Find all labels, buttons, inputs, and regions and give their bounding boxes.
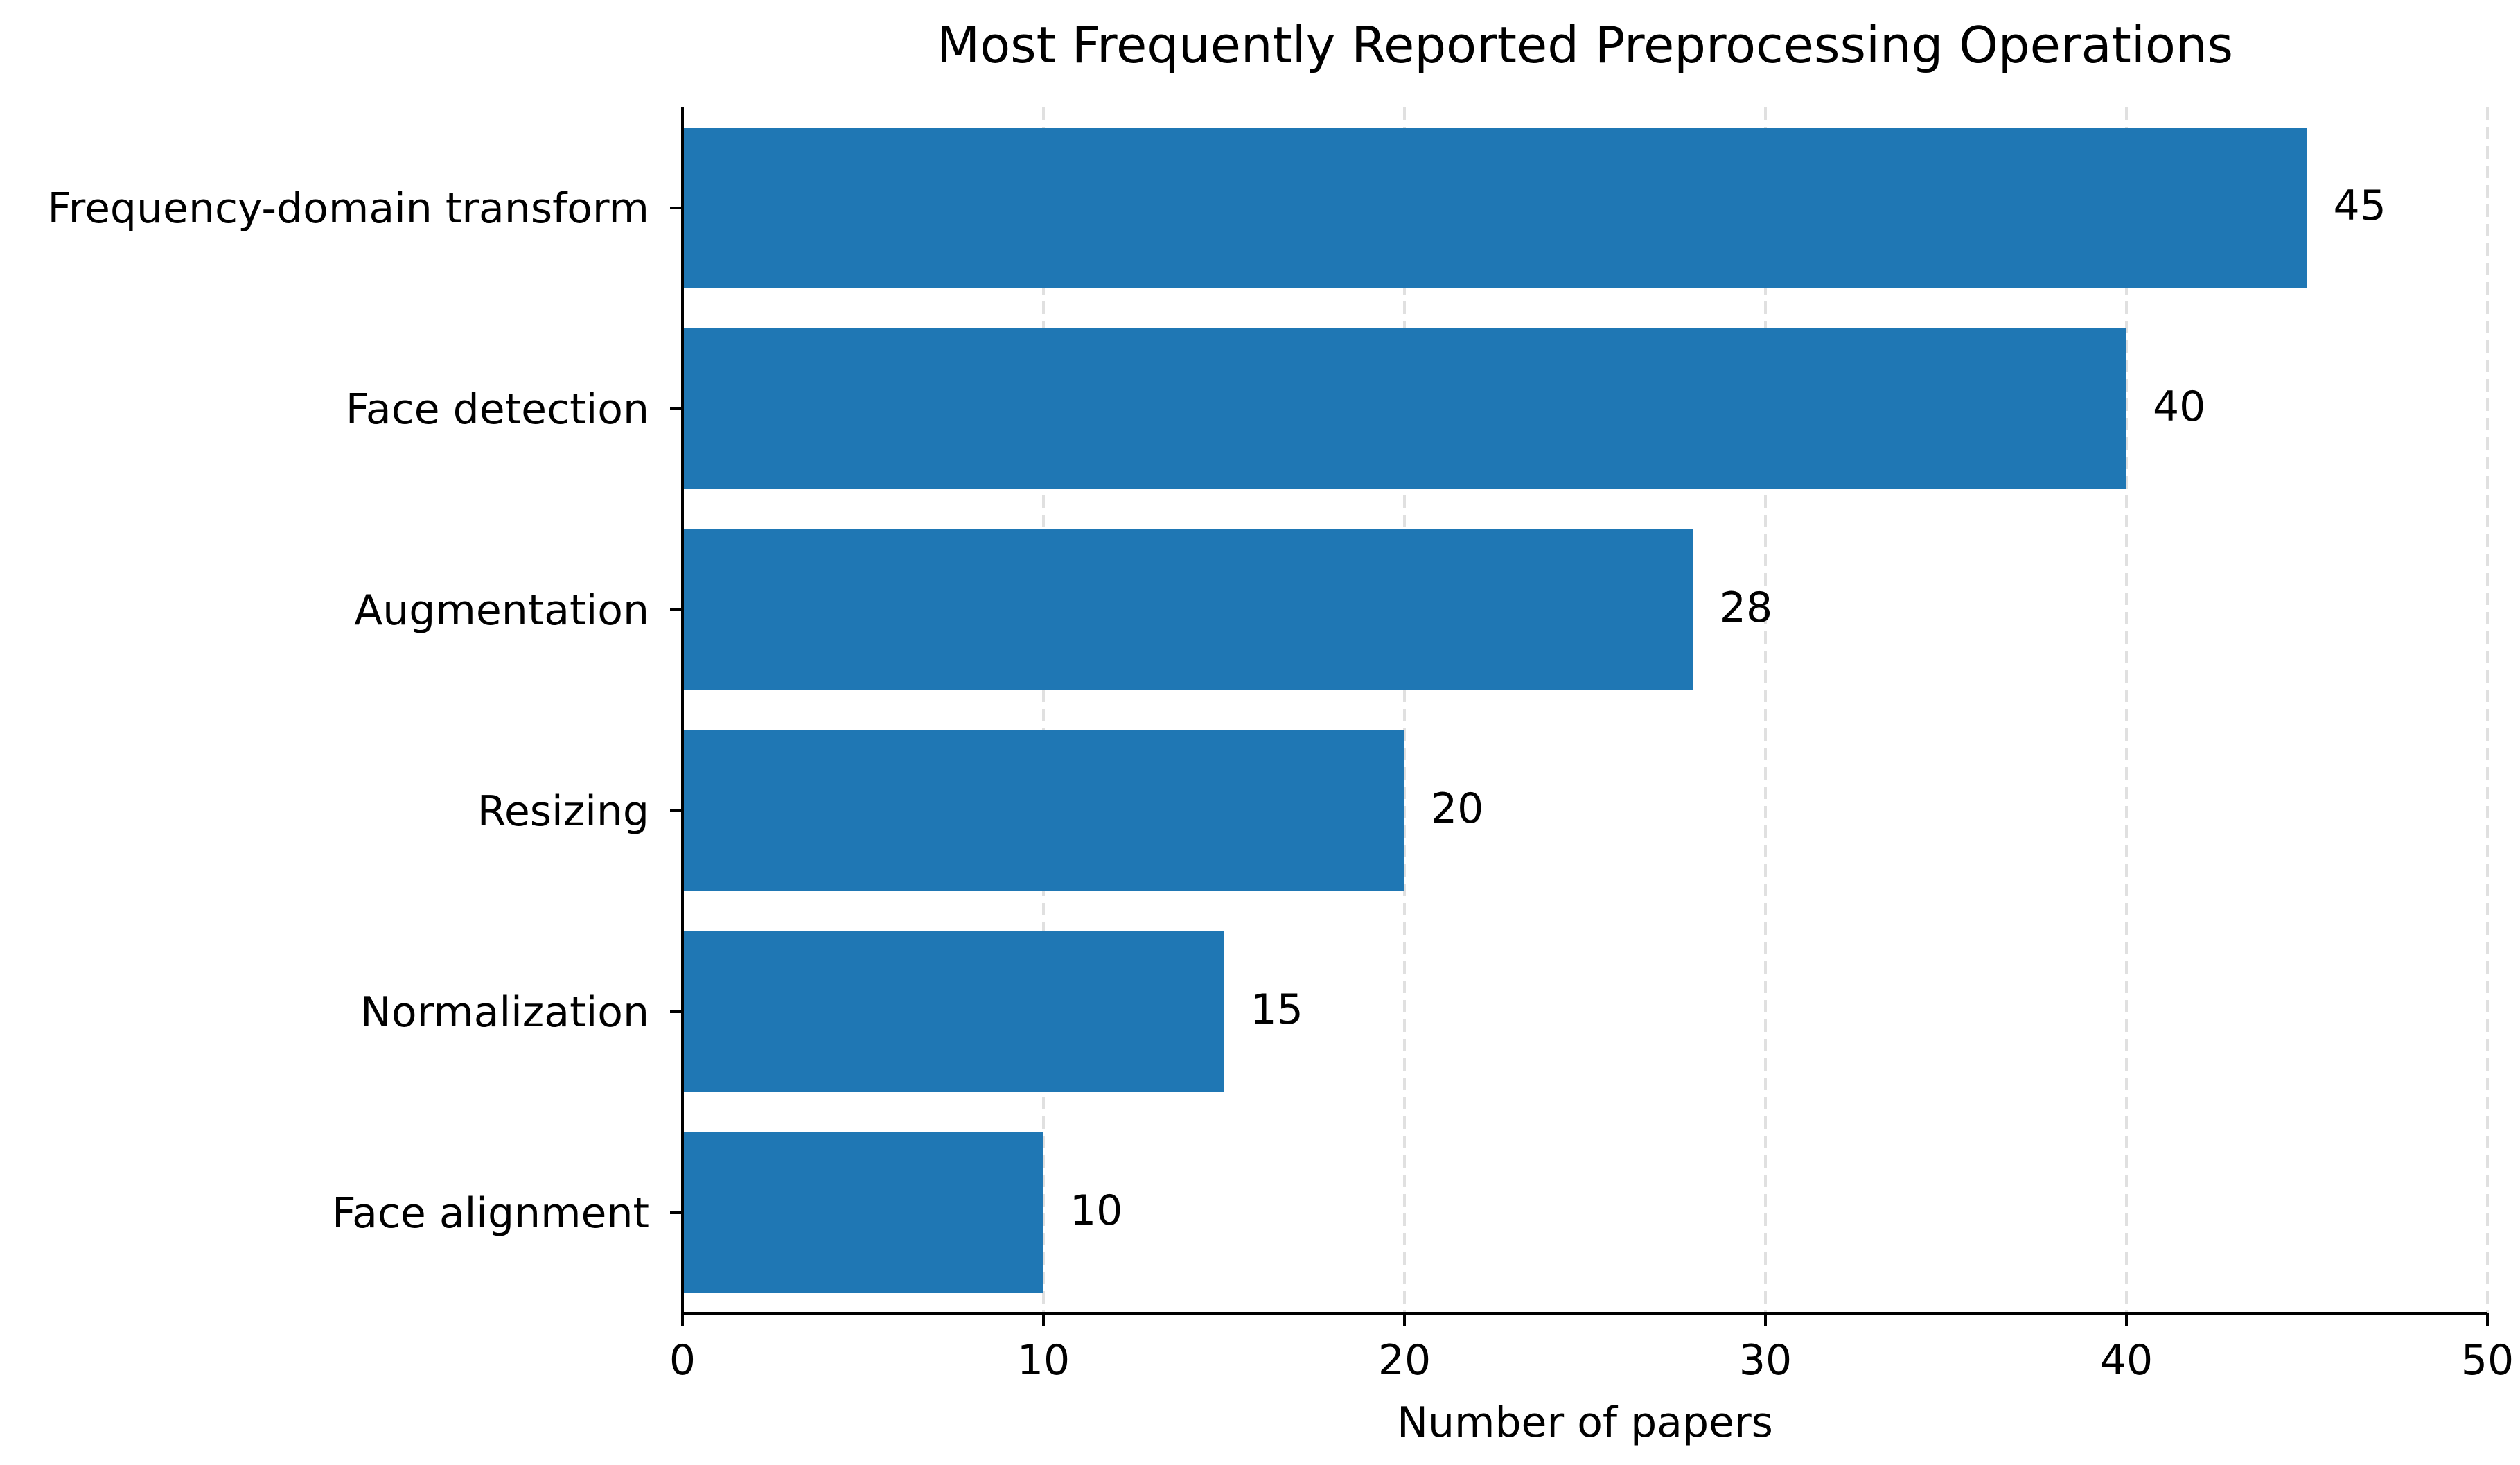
y-tick-label: Face alignment: [332, 1189, 649, 1238]
x-tick-label: 10: [1017, 1336, 1070, 1385]
y-tick-label: Frequency-domain transform: [48, 184, 649, 233]
y-tick-label: Augmentation: [354, 586, 649, 635]
grid-lines: [1042, 107, 2489, 1313]
bar: [682, 529, 1693, 690]
data-label: 10: [1070, 1186, 1122, 1235]
data-labels: 45 40 28 20 15 10: [1070, 182, 2386, 1235]
x-tick-label: 40: [2100, 1336, 2153, 1385]
y-ticks: Frequency-domain transform Face detection…: [48, 184, 682, 1238]
bar: [682, 931, 1224, 1092]
chart-title: Most Frequently Reported Preprocessing O…: [937, 16, 2233, 74]
data-label: 20: [1431, 784, 1483, 833]
data-label: 45: [2334, 182, 2386, 230]
data-label: 28: [1720, 584, 1772, 632]
x-tick-label: 20: [1378, 1336, 1431, 1385]
data-label: 15: [1251, 985, 1303, 1034]
x-axis-label: Number of papers: [1397, 1398, 1773, 1447]
bars: [682, 128, 2307, 1293]
bar: [682, 730, 1404, 891]
y-tick-label: Normalization: [360, 988, 649, 1037]
y-tick-label: Resizing: [477, 787, 649, 836]
data-label: 40: [2153, 383, 2205, 431]
bar: [682, 1132, 1043, 1293]
bar: [682, 128, 2307, 288]
bar: [682, 328, 2126, 489]
x-ticks: 0 10 20 30 40 50: [669, 1313, 2514, 1385]
x-tick-label: 0: [669, 1336, 696, 1385]
x-tick-label: 30: [1739, 1336, 1792, 1385]
x-tick-label: 50: [2461, 1336, 2514, 1385]
y-tick-label: Face detection: [346, 385, 649, 434]
axes: [681, 107, 2487, 1315]
